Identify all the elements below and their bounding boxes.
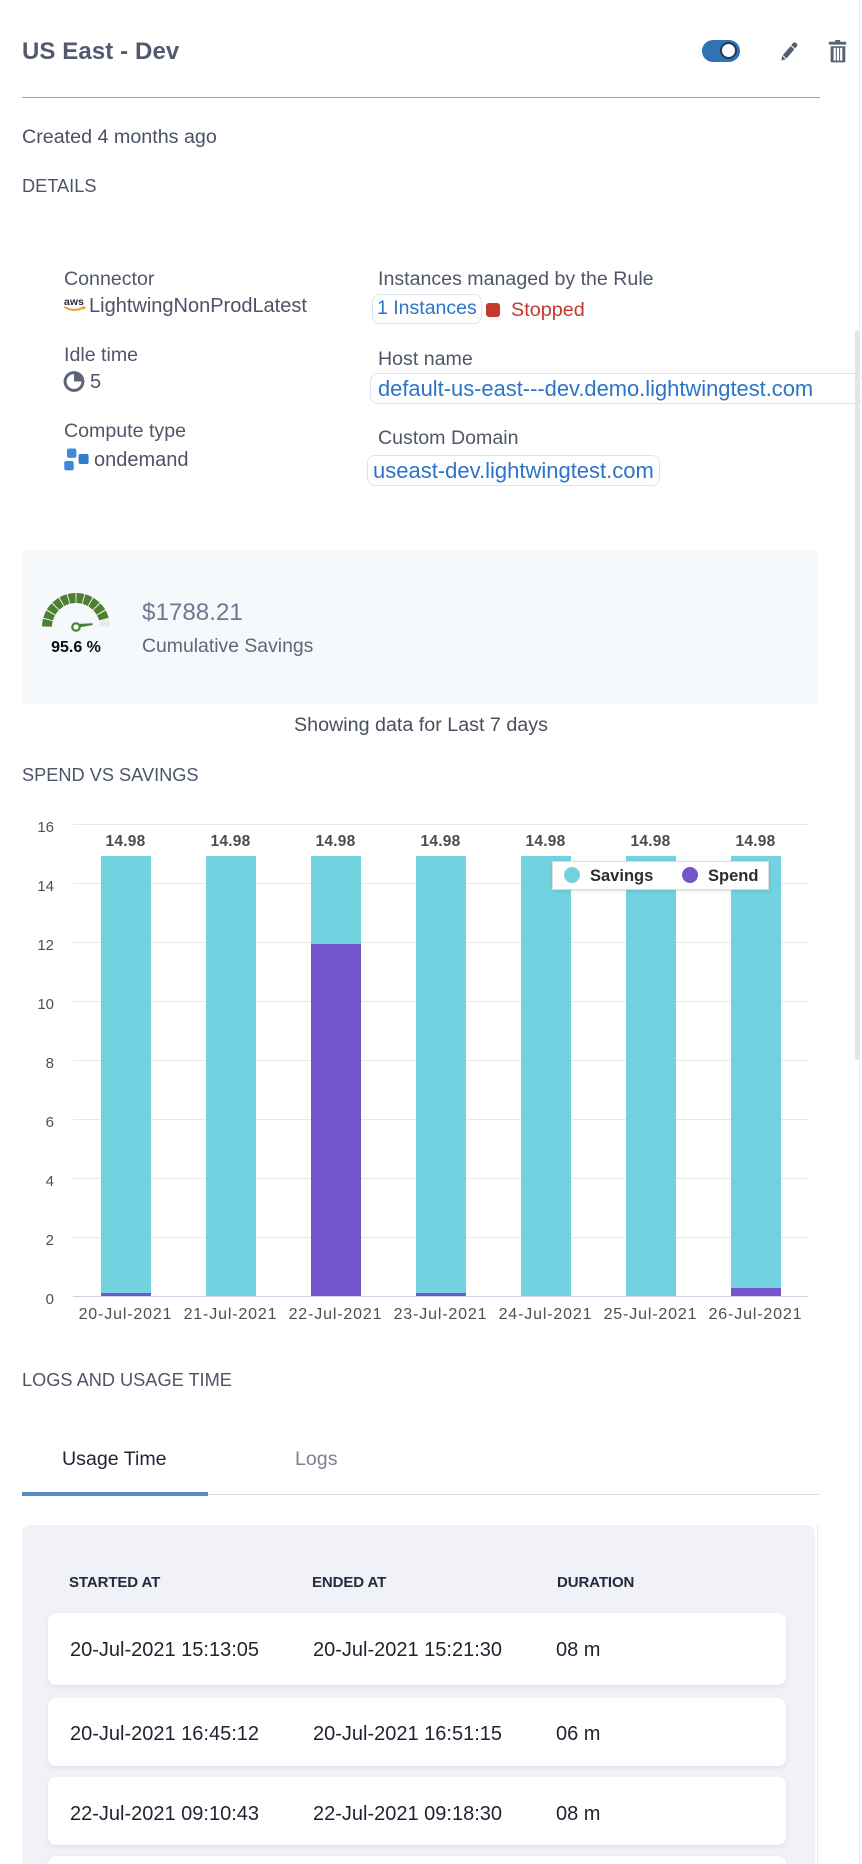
svg-text:aws: aws [64,296,84,308]
